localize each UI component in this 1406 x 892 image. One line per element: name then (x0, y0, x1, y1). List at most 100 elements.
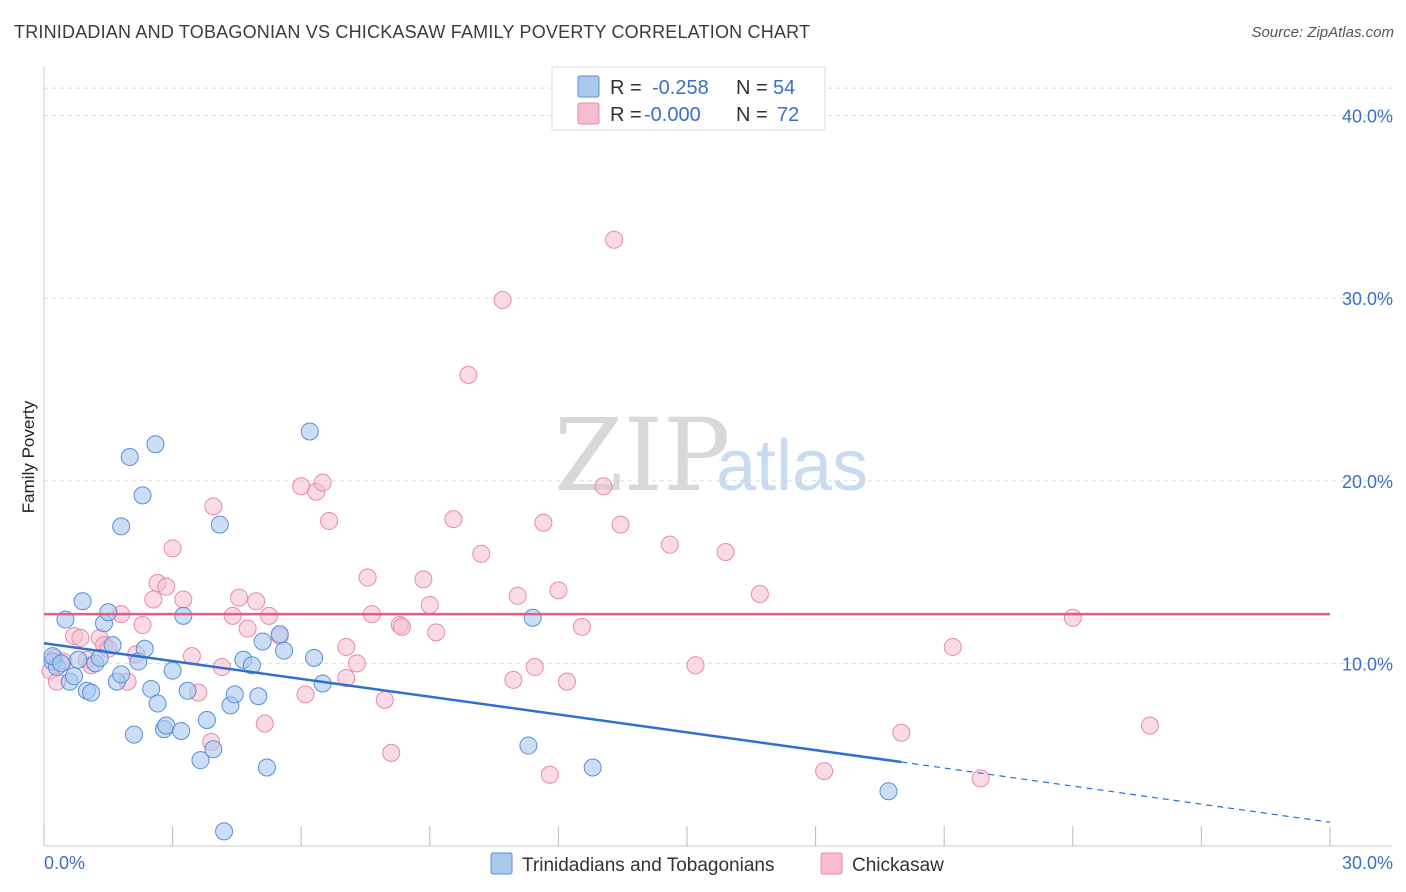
point-chickasaw (292, 477, 311, 496)
point-chickasaw (540, 765, 559, 784)
point-trinidadian (242, 656, 261, 675)
point-chickasaw (238, 619, 257, 638)
point-trinidadian (519, 736, 538, 755)
point-trinidadian (99, 603, 118, 622)
point-trinidadian (157, 716, 176, 735)
y-tick-label: 10.0% (1342, 654, 1393, 674)
point-chickasaw (337, 637, 356, 656)
point-chickasaw (472, 544, 491, 563)
point-trinidadian (163, 661, 182, 680)
point-chickasaw (157, 577, 176, 596)
bottom-legend-swatch-pink (820, 852, 843, 875)
legend-bottom: Trinidadians and Tobagonians Chickasaw (490, 852, 944, 876)
point-trinidadian (73, 592, 92, 611)
point-chickasaw (144, 590, 163, 609)
point-chickasaw (892, 723, 911, 742)
legend-top: R = -0.258 N = 54 R = -0.000 N = 72 (551, 66, 826, 131)
point-trinidadian (249, 687, 268, 706)
point-chickasaw (382, 743, 401, 762)
point-chickasaw (133, 616, 152, 635)
point-chickasaw (716, 542, 735, 561)
point-chickasaw (525, 658, 544, 677)
point-trinidadian (112, 665, 131, 684)
point-chickasaw (392, 617, 411, 636)
point-trinidadian (210, 515, 229, 534)
point-trinidadian (120, 448, 139, 467)
point-trinidadian (275, 641, 294, 660)
point-trinidadian (82, 683, 101, 702)
point-trinidadian (135, 639, 154, 658)
point-trinidadian (583, 758, 602, 777)
tick-labels: 10.0% 20.0% 30.0% 40.0% 0.0% 30.0% (44, 107, 1393, 873)
point-trinidadian (148, 694, 167, 713)
legend-swatch-pink (577, 102, 600, 125)
trend-lines (43, 612, 1331, 823)
chart-title: TRINIDADIAN AND TOBAGONIAN VS CHICKASAW … (14, 22, 811, 42)
point-chickasaw (572, 617, 591, 636)
legend-n-value-1: 54 (773, 77, 795, 99)
point-trinidadian (300, 422, 319, 441)
point-chickasaw (163, 539, 182, 558)
point-chickasaw (493, 290, 512, 309)
point-chickasaw (174, 590, 193, 609)
y-axis-label: Family Poverty (19, 400, 38, 513)
legend-r-label-2: R = (610, 104, 642, 126)
point-trinidadian (257, 758, 276, 777)
point-trinidadian (65, 667, 84, 686)
bottom-legend-label-1: Trinidadians and Tobagonians (522, 855, 774, 876)
point-trinidadian (125, 725, 144, 744)
point-chickasaw (557, 672, 576, 691)
point-chickasaw (815, 762, 834, 781)
legend-n-label-1: N = (736, 77, 768, 99)
point-chickasaw (71, 628, 90, 647)
trend-line-trinidadians (43, 642, 902, 764)
bottom-legend-swatch-blue (490, 852, 513, 875)
axes (43, 66, 1392, 847)
point-chickasaw (414, 570, 433, 589)
point-trinidadian (253, 632, 272, 651)
point-chickasaw (255, 714, 274, 733)
legend-n-label-2: N = (736, 104, 768, 126)
gridlines (44, 87, 1392, 664)
point-trinidadian (112, 517, 131, 536)
point-chickasaw (204, 497, 223, 516)
point-trinidadian (305, 648, 324, 667)
point-chickasaw (1140, 716, 1159, 735)
point-chickasaw (549, 581, 568, 600)
point-chickasaw (1063, 608, 1082, 627)
point-trinidadian (52, 654, 71, 673)
trend-line-trinidadians-extension (901, 761, 1331, 823)
point-chickasaw (508, 586, 527, 605)
point-chickasaw (594, 477, 613, 496)
legend-swatch-blue (577, 75, 600, 98)
point-trinidadian (191, 751, 210, 770)
watermark-atlas: atlas (716, 426, 868, 506)
point-trinidadian (270, 625, 289, 644)
point-chickasaw (223, 606, 242, 625)
point-trinidadian (146, 435, 165, 454)
point-trinidadian (69, 650, 88, 669)
point-chickasaw (320, 511, 339, 530)
point-chickasaw (611, 515, 630, 534)
x-tick-label: 30.0% (1342, 853, 1393, 873)
y-tick-label: 40.0% (1342, 107, 1393, 127)
point-trinidadian (215, 822, 234, 841)
legend-n-value-2: 72 (777, 104, 799, 126)
point-chickasaw (459, 365, 478, 384)
point-chickasaw (375, 690, 394, 709)
point-chickasaw (296, 685, 315, 704)
point-chickasaw (971, 769, 990, 788)
point-chickasaw (420, 595, 439, 614)
legend-r-label-1: R = (610, 77, 642, 99)
legend-r-value-1: -0.258 (652, 77, 709, 99)
point-chickasaw (347, 654, 366, 673)
x-tick-label: 0.0% (44, 853, 85, 873)
point-chickasaw (230, 588, 249, 607)
point-trinidadian (178, 681, 197, 700)
point-chickasaw (247, 592, 266, 611)
point-chickasaw (660, 535, 679, 554)
point-chickasaw (605, 230, 624, 249)
point-chickasaw (358, 568, 377, 587)
point-chickasaw (260, 606, 279, 625)
